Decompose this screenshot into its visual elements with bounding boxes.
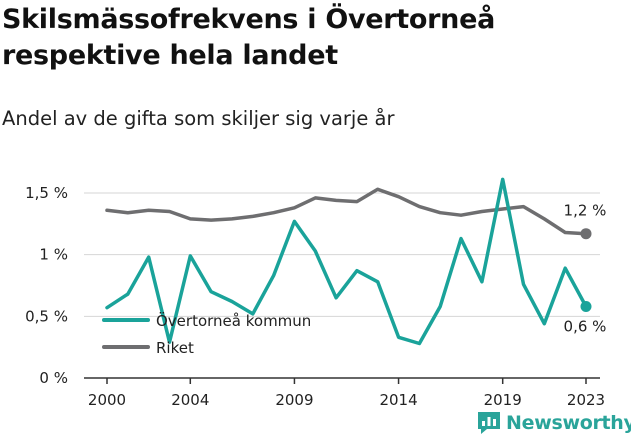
legend-label-national: Riket	[156, 339, 194, 357]
brand-name: Newsworthy	[506, 412, 631, 434]
y-tick-label: 1,5 %	[25, 184, 68, 202]
x-tick-label: 2004	[171, 391, 209, 409]
x-tick-label: 2009	[275, 391, 313, 409]
x-axis: 2000 2004 2009 2014 2019 2023	[84, 377, 605, 409]
x-tick-label: 2014	[379, 391, 417, 409]
series-lines	[105, 177, 592, 346]
x-tick-label: 2023	[567, 391, 605, 409]
end-label-national: 1,2 %	[564, 202, 607, 220]
series-line-local	[105, 177, 588, 346]
x-tick-label: 2019	[484, 391, 522, 409]
legend: Övertorneå kommun Riket	[102, 311, 311, 357]
end-point-national	[580, 228, 592, 240]
end-label-local: 0,6 %	[564, 317, 607, 335]
chat-bars-icon	[478, 412, 500, 434]
y-tick-label: 0,5 %	[25, 307, 68, 325]
legend-label-local: Övertorneå kommun	[156, 311, 311, 330]
chart-title: Skilsmässofrekvens i Övertorneå respekti…	[2, 4, 496, 71]
y-axis: 0 % 0,5 % 1 % 1,5 %	[25, 184, 68, 387]
chart-subtitle: Andel av de gifta som skiljer sig varje …	[2, 107, 395, 130]
newsworthy-logo: Newsworthy	[476, 408, 631, 438]
y-tick-label: 0 %	[39, 369, 68, 387]
end-point-local	[580, 300, 592, 312]
grid-lines	[84, 192, 600, 317]
series-line-national	[105, 187, 588, 236]
end-labels: 0,6 % 1,2 %	[564, 202, 607, 336]
x-tick-label: 2000	[88, 391, 126, 409]
y-tick-label: 1 %	[39, 246, 68, 264]
